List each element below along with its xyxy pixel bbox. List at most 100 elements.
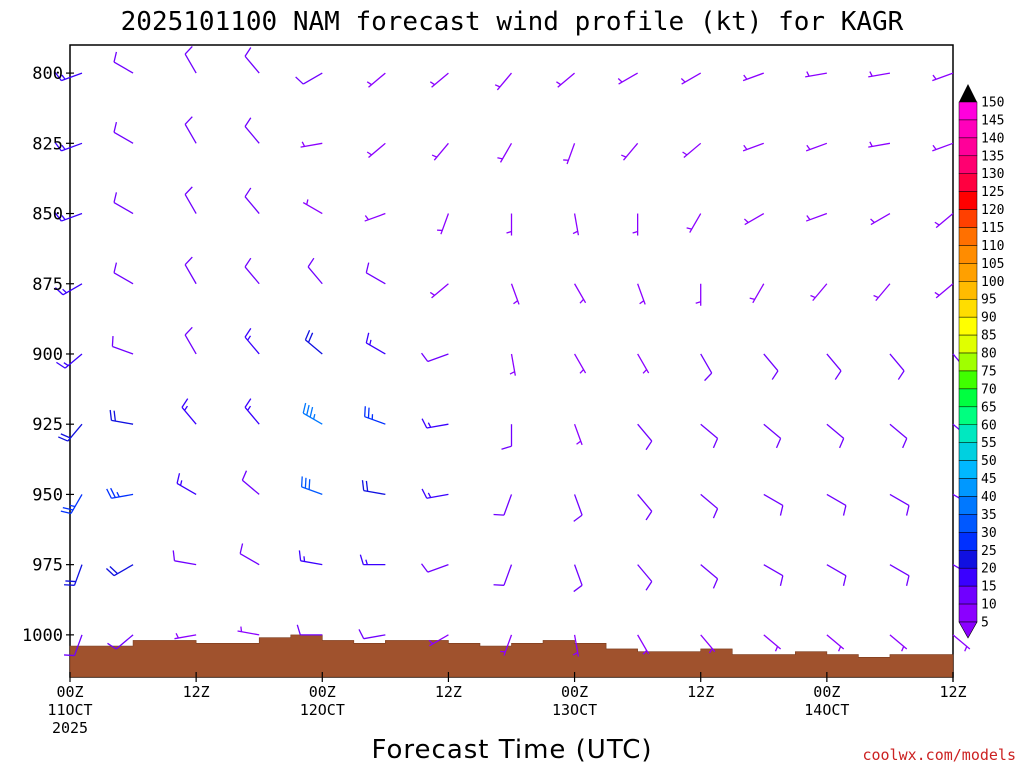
colorbar-swatch: [959, 568, 977, 586]
y-tick-label: 950: [32, 485, 63, 505]
colorbar-swatch: [959, 102, 977, 120]
y-tick-label: 850: [32, 205, 63, 225]
colorbar-tick-label: 140: [981, 131, 1004, 146]
barb-flag: [64, 655, 74, 656]
barb-half-flag: [304, 556, 305, 561]
x-tick-label: 00Z: [56, 683, 83, 701]
colorbar-tick-label: 50: [981, 454, 997, 469]
barb-flag: [64, 585, 74, 586]
colorbar-swatch: [959, 299, 977, 317]
barb-flag: [309, 479, 310, 489]
colorbar-tick-label: 60: [981, 418, 997, 433]
colorbar-swatch: [959, 389, 977, 407]
colorbar-swatch: [959, 371, 977, 389]
x-tick-label: 00Z: [309, 683, 336, 701]
barb-flag: [365, 406, 366, 416]
x-tick-label: 12Z: [687, 683, 714, 701]
plot-background: [70, 45, 953, 677]
colorbar-swatch: [959, 245, 977, 263]
colorbar-tick-label: 100: [981, 275, 1004, 290]
colorbar-swatch: [959, 353, 977, 371]
colorbar-tick-label: 105: [981, 257, 1004, 272]
x-tick-label: 11OCT: [47, 701, 92, 719]
x-tick-label: 00Z: [561, 683, 588, 701]
colorbar-tick-label: 20: [981, 562, 997, 577]
colorbar-tick-label: 40: [981, 490, 997, 505]
colorbar-tick-label: 25: [981, 544, 997, 559]
x-axis-label: Forecast Time (UTC): [371, 735, 652, 765]
colorbar-swatch: [959, 156, 977, 174]
colorbar-tick-label: 150: [981, 96, 1004, 111]
y-tick-label: 1000: [22, 626, 63, 646]
colorbar-swatch: [959, 496, 977, 514]
colorbar-tick-label: 85: [981, 329, 997, 344]
colorbar-tick-label: 135: [981, 149, 1004, 164]
y-tick-label: 925: [32, 415, 63, 435]
barb-flag: [494, 585, 504, 586]
colorbar-swatch: [959, 281, 977, 299]
y-tick-label: 875: [32, 275, 63, 295]
colorbar-tick-label: 70: [981, 382, 997, 397]
y-tick-label: 900: [32, 345, 63, 365]
x-tick-label: 12OCT: [300, 701, 345, 719]
barb-half-flag: [64, 363, 68, 366]
colorbar-swatch: [959, 138, 977, 156]
colorbar-tick-label: 75: [981, 364, 997, 379]
y-tick-label: 825: [32, 134, 63, 154]
colorbar-swatch: [959, 120, 977, 138]
plot-area: [70, 45, 953, 677]
colorbar-top-arrow: [959, 84, 977, 102]
barb-half-flag: [63, 289, 67, 293]
colorbar-swatch: [959, 407, 977, 425]
colorbar-swatch: [959, 479, 977, 497]
colorbar-tick-label: 125: [981, 185, 1004, 200]
barb-flag: [368, 408, 369, 418]
colorbar-swatch: [959, 335, 977, 353]
colorbar-tick-label: 120: [981, 203, 1004, 218]
y-tick-label: 975: [32, 556, 63, 576]
x-tick-label: 2025: [52, 719, 88, 737]
colorbar-swatch: [959, 461, 977, 479]
barb-flag: [494, 514, 504, 515]
colorbar-swatch: [959, 174, 977, 192]
colorbar-swatch: [959, 550, 977, 568]
colorbar-tick-label: 15: [981, 580, 997, 595]
colorbar-swatch: [959, 604, 977, 622]
colorbar-swatch: [959, 228, 977, 246]
colorbar-swatch: [959, 192, 977, 210]
colorbar-bottom-arrow: [959, 622, 977, 638]
colorbar-tick-label: 10: [981, 598, 997, 613]
colorbar-tick-label: 110: [981, 239, 1004, 254]
colorbar-tick-label: 30: [981, 526, 997, 541]
colorbar-tick-label: 130: [981, 167, 1004, 182]
barb-flag: [65, 581, 75, 582]
colorbar-tick-label: 45: [981, 472, 997, 487]
colorbar-swatch: [959, 532, 977, 550]
colorbar-legend: 1501451401351301251201151101051009590858…: [959, 84, 1004, 638]
x-tick-label: 12Z: [183, 683, 210, 701]
chart-title: 2025101100 NAM forecast wind profile (kt…: [121, 7, 904, 37]
barb-half-flag: [241, 627, 242, 632]
y-tick-label: 800: [32, 64, 63, 84]
colorbar-swatch: [959, 210, 977, 228]
barb-half-flag: [965, 646, 967, 651]
x-tick-label: 13OCT: [552, 701, 597, 719]
colorbar-swatch: [959, 263, 977, 281]
colorbar-swatch: [959, 586, 977, 604]
colorbar-tick-label: 145: [981, 113, 1004, 128]
colorbar-tick-label: 55: [981, 436, 997, 451]
y-axis: 800 825 850 875 900 925 950 975 1000: [22, 64, 74, 646]
colorbar-tick-label: 5: [981, 616, 989, 631]
colorbar-tick-label: 95: [981, 293, 997, 308]
barb-flag: [302, 476, 303, 486]
colorbar-tick-label: 115: [981, 221, 1004, 236]
colorbar-tick-label: 65: [981, 400, 997, 415]
x-tick-label: 00Z: [813, 683, 840, 701]
x-tick-label: 12Z: [435, 683, 462, 701]
colorbar-swatch: [959, 443, 977, 461]
colorbar-swatch: [959, 425, 977, 443]
barb-flag: [112, 336, 113, 346]
barb-flag: [305, 478, 306, 488]
